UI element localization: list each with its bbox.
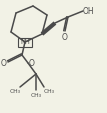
Text: NH: NH bbox=[20, 39, 30, 45]
Text: O: O bbox=[1, 59, 7, 68]
Text: O: O bbox=[29, 58, 35, 67]
Text: O: O bbox=[62, 32, 68, 41]
Text: CH₃: CH₃ bbox=[10, 89, 21, 94]
Text: CH₃: CH₃ bbox=[44, 89, 54, 94]
Text: CH₃: CH₃ bbox=[30, 93, 42, 98]
FancyBboxPatch shape bbox=[18, 39, 32, 47]
Text: OH: OH bbox=[82, 6, 94, 15]
